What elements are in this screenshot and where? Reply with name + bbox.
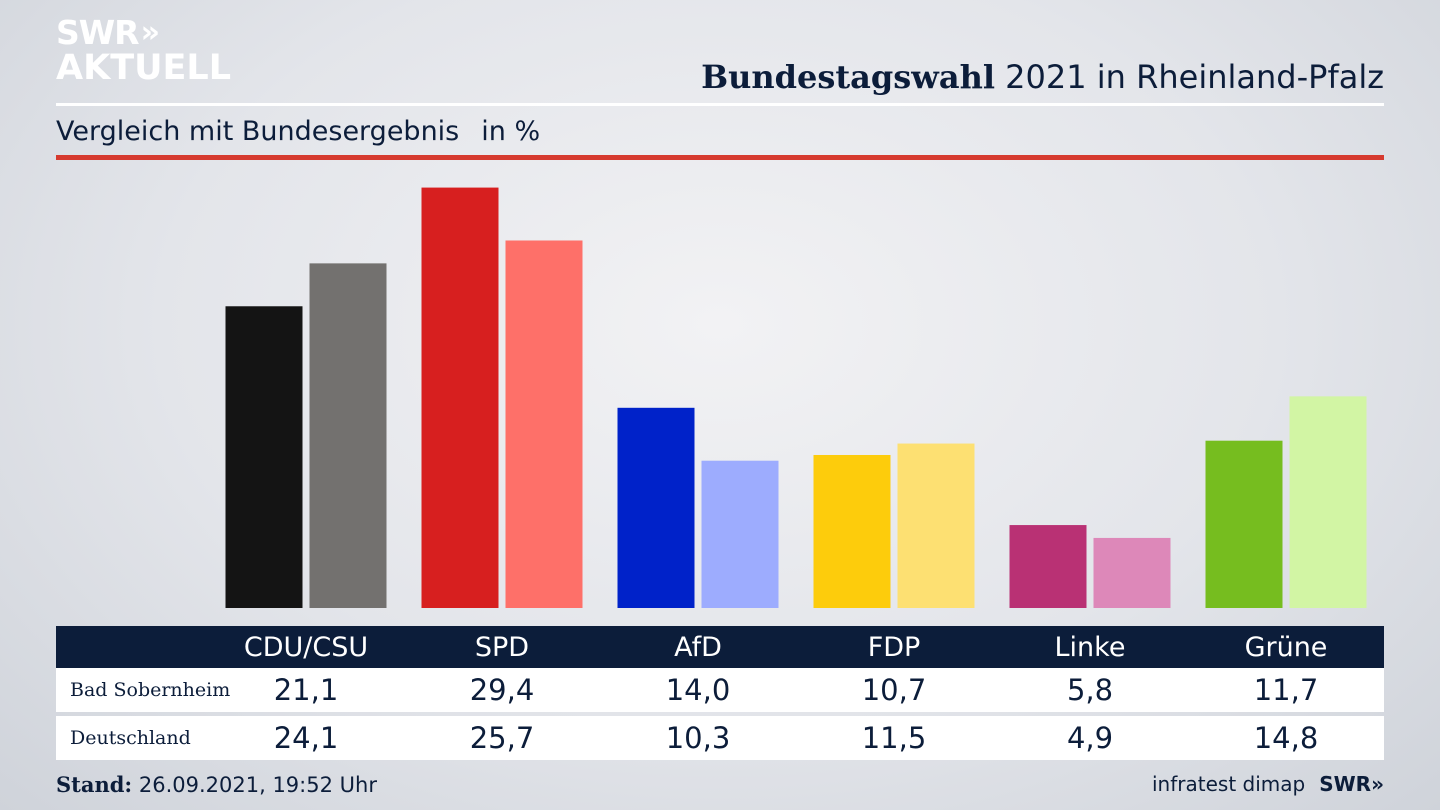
stand-label: Stand: bbox=[56, 772, 133, 797]
value-gr-ne: 11,7 bbox=[1253, 673, 1319, 707]
bar-cdu-csu-bad-sobernheim bbox=[225, 306, 303, 608]
table-row-deutschland: Deutschland 24,1 25,7 10,3 11,5 4,9 14,8 bbox=[56, 716, 1384, 760]
footer-credits: infratest dimap SWR» bbox=[1152, 772, 1384, 796]
title-bold: Bundestagswahl bbox=[701, 58, 995, 96]
bar-spd-bad-sobernheim bbox=[421, 187, 499, 608]
column-header-gr-ne: Grüne bbox=[1244, 631, 1328, 663]
title-rest: 2021 in Rheinland-Pfalz bbox=[995, 58, 1384, 96]
page-title: Bundestagswahl 2021 in Rheinland-Pfalz bbox=[701, 58, 1384, 96]
stand-value: 26.09.2021, 19:52 Uhr bbox=[132, 773, 377, 797]
value-fdp: 10,7 bbox=[861, 673, 927, 707]
brand-text: SWR bbox=[1319, 772, 1372, 796]
bar-afd-bad-sobernheim bbox=[617, 407, 695, 608]
timestamp: Stand: 26.09.2021, 19:52 Uhr bbox=[56, 772, 377, 797]
column-header-afd: AfD bbox=[674, 631, 722, 663]
results-table: CDU/CSU SPD AfD FDP Linke Grüne Bad Sobernhei… bbox=[56, 626, 1384, 760]
bar-fdp-deutschland bbox=[897, 443, 975, 608]
subtitle-text: Vergleich mit Bundesergebnis bbox=[56, 116, 460, 147]
bar-linke-deutschland bbox=[1093, 537, 1171, 608]
row-label: Deutschland bbox=[70, 727, 191, 749]
source-label: infratest dimap bbox=[1152, 772, 1306, 796]
value-linke: 5,8 bbox=[1066, 673, 1114, 707]
value-gr-ne: 14,8 bbox=[1253, 721, 1319, 755]
value-spd: 25,7 bbox=[469, 721, 535, 755]
value-linke: 4,9 bbox=[1066, 721, 1114, 755]
subtitle-divider bbox=[56, 155, 1384, 160]
logo-swr: SWR bbox=[56, 13, 140, 52]
value-spd: 29,4 bbox=[469, 673, 535, 707]
bar-afd-deutschland bbox=[701, 460, 779, 608]
column-header-fdp: FDP bbox=[867, 631, 921, 663]
brand-chevrons-icon: » bbox=[1371, 772, 1384, 796]
header-divider bbox=[56, 103, 1384, 106]
chart-subtitle: Vergleich mit Bundesergebnis in % bbox=[56, 116, 540, 147]
bar-spd-deutschland bbox=[505, 240, 583, 609]
value-afd: 14,0 bbox=[665, 673, 731, 707]
bar-cdu-csu-deutschland bbox=[309, 263, 387, 608]
column-header-linke: Linke bbox=[1054, 631, 1126, 663]
bar-gr-ne-bad-sobernheim bbox=[1205, 440, 1283, 608]
subtitle-unit: in % bbox=[481, 116, 541, 147]
swr-aktuell-logo: SWR» AKTUELL bbox=[56, 16, 231, 86]
table-row-bad-sobernheim: Bad Sobernheim 21,1 29,4 14,0 10,7 5,8 11,7 bbox=[56, 668, 1384, 712]
column-header-cdu-csu: CDU/CSU bbox=[243, 631, 369, 663]
value-cdu-csu: 24,1 bbox=[273, 721, 339, 755]
value-fdp: 11,5 bbox=[861, 721, 927, 755]
swr-brand-logo: SWR» bbox=[1319, 772, 1384, 796]
row-label: Bad Sobernheim bbox=[70, 679, 231, 701]
table-header: CDU/CSU SPD AfD FDP Linke Grüne bbox=[56, 626, 1384, 668]
value-cdu-csu: 21,1 bbox=[273, 673, 339, 707]
value-afd: 10,3 bbox=[665, 721, 731, 755]
bar-fdp-bad-sobernheim bbox=[813, 454, 891, 608]
bar-gr-ne-deutschland bbox=[1289, 396, 1367, 608]
column-header-spd: SPD bbox=[474, 631, 530, 663]
bar-linke-bad-sobernheim bbox=[1009, 525, 1087, 608]
logo-aktuell: AKTUELL bbox=[56, 48, 232, 88]
